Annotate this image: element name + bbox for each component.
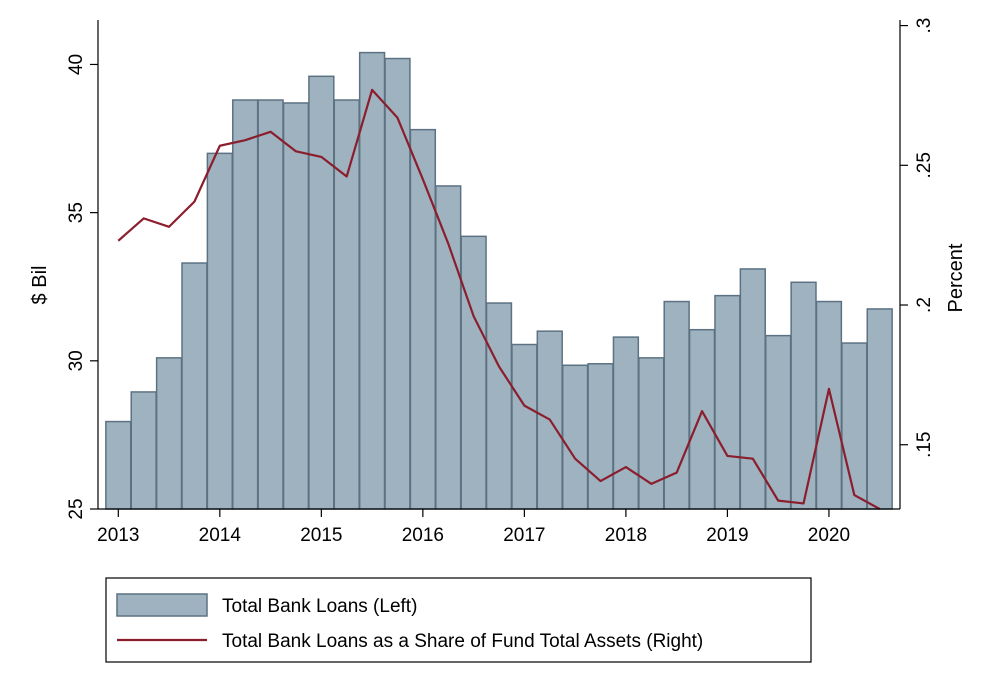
bar-23 (688, 328, 716, 510)
legend-label-bars: Total Bank Loans (Left) (222, 596, 417, 617)
bar-8 (308, 75, 335, 510)
legend: Total Bank Loans (Left) Total Bank Loans… (105, 577, 812, 663)
bar-6 (257, 99, 284, 510)
left-y-tick-label: 40 (66, 54, 87, 75)
right-y-tick-label: .25 (914, 152, 935, 178)
bar-10 (358, 51, 386, 510)
bar-4 (206, 152, 234, 510)
x-tick-label: 2015 (300, 525, 342, 546)
bar-5 (232, 99, 259, 510)
bar-16 (511, 343, 538, 510)
left-axis-title: $ Bil (29, 266, 51, 305)
x-tick-label: 2016 (402, 525, 444, 546)
bar-9 (333, 99, 360, 510)
legend-box (105, 577, 812, 663)
bar-30 (866, 308, 893, 510)
right-y-ticks: .15 .2 .25 .3 (900, 18, 935, 458)
x-tick-label: 2020 (808, 525, 850, 546)
bar-21 (638, 357, 665, 510)
x-tick-label: 2014 (199, 525, 242, 546)
x-tick-label: 2018 (605, 525, 647, 546)
x-ticks: 2013 2014 2015 2016 2017 2018 2019 2020 (97, 509, 850, 546)
left-y-tick-label: 35 (66, 202, 87, 223)
left-y-tick-label: 25 (66, 498, 87, 519)
left-y-ticks: 25 30 35 40 (66, 54, 98, 520)
bar-1 (130, 391, 157, 510)
bar-28 (815, 300, 843, 510)
bar-29 (841, 342, 868, 510)
right-y-tick-label: .2 (914, 297, 935, 313)
bar-7 (282, 102, 310, 510)
bar-18 (561, 364, 589, 510)
legend-label-line: Total Bank Loans as a Share of Fund Tota… (222, 631, 703, 652)
left-y-tick-label: 30 (66, 350, 87, 371)
bar-14 (460, 235, 487, 510)
bar-20 (612, 336, 640, 510)
right-y-tick-label: .3 (914, 18, 935, 34)
right-axis-title: Percent (945, 243, 967, 312)
bar-27 (790, 281, 817, 510)
x-tick-label: 2019 (706, 525, 748, 546)
bar-12 (409, 128, 437, 510)
bar-0 (105, 420, 132, 510)
x-tick-label: 2017 (503, 525, 545, 546)
bar-13 (435, 185, 462, 510)
x-tick-label: 2013 (97, 525, 139, 546)
legend-bar-swatch (116, 593, 208, 617)
bar-11 (384, 57, 411, 510)
bar-22 (663, 300, 690, 510)
bar-series (105, 51, 893, 510)
bar-3 (181, 262, 208, 510)
bar-19 (587, 363, 614, 510)
right-y-tick-label: .15 (914, 432, 935, 458)
bar-26 (764, 334, 792, 510)
bar-15 (485, 302, 513, 510)
bar-2 (155, 357, 183, 510)
bar-24 (714, 294, 741, 510)
share-line (117, 88, 881, 510)
